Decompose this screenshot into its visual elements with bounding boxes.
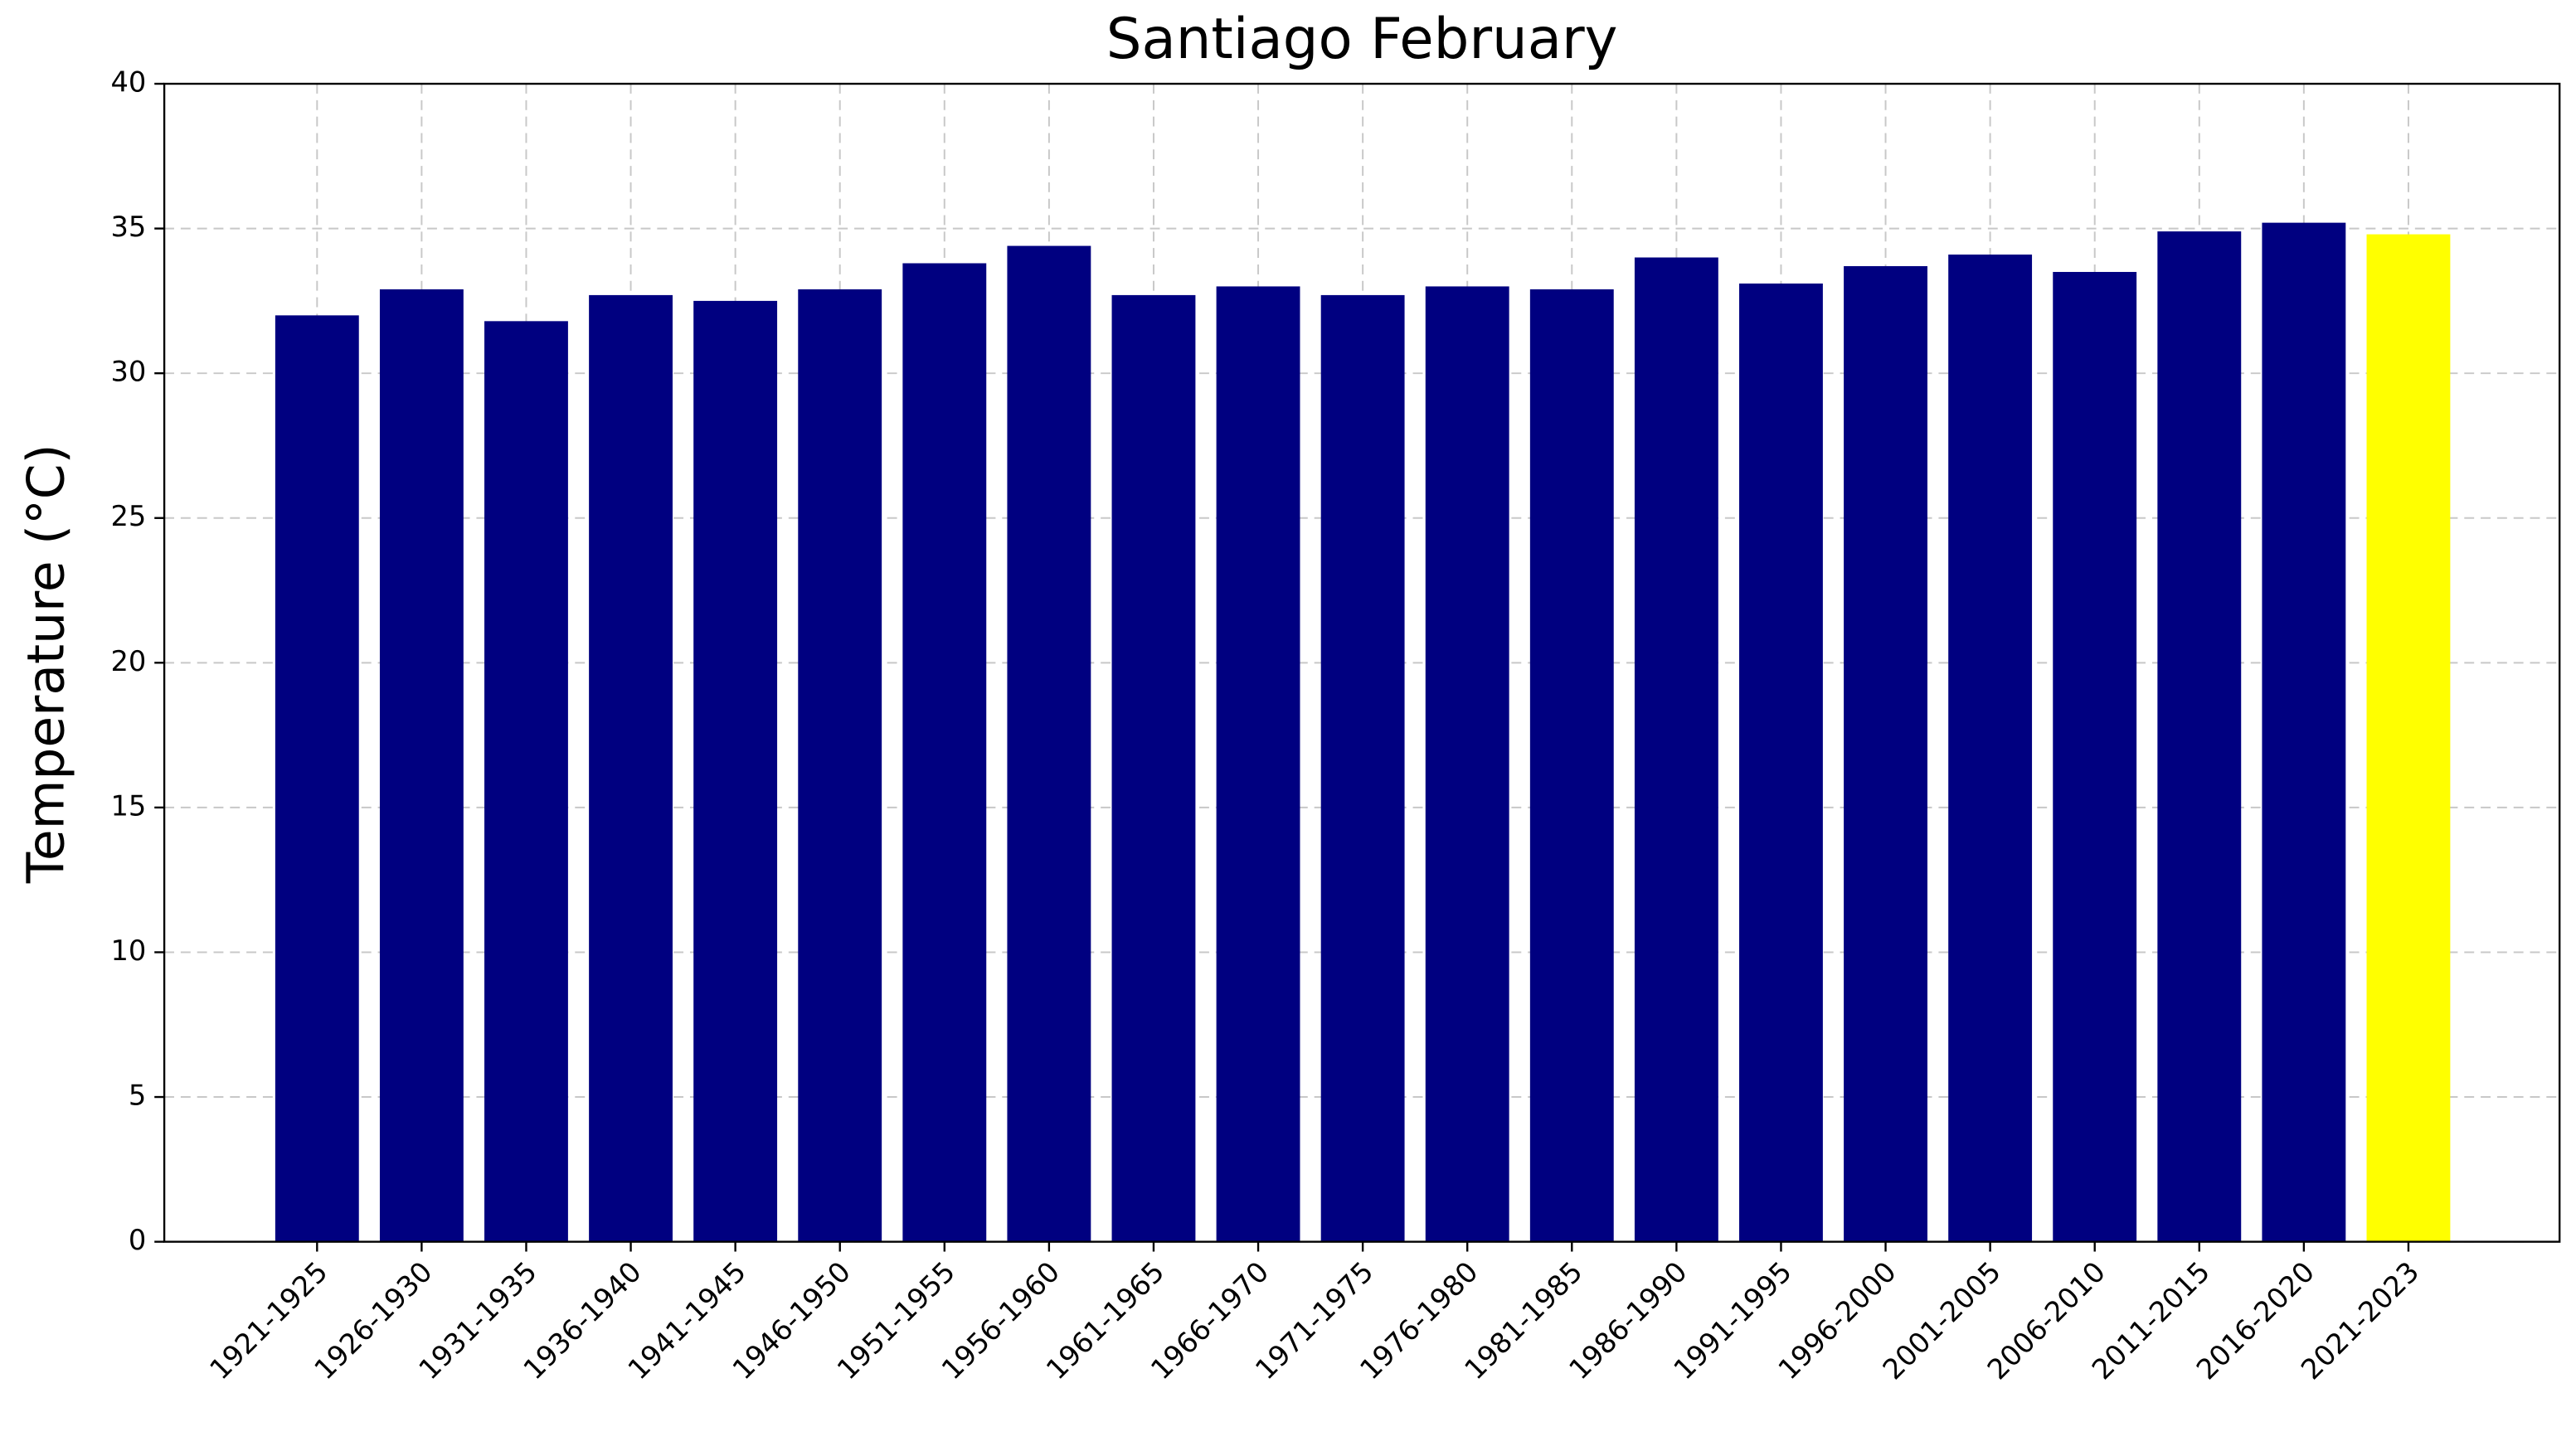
bar — [1529, 289, 1614, 1242]
bar — [1948, 255, 2033, 1242]
bar — [1425, 286, 1509, 1242]
chart-title: Santiago February — [1106, 6, 1618, 71]
bar — [2053, 271, 2137, 1242]
y-tick-label: 5 — [129, 1080, 146, 1112]
y-tick-label: 15 — [110, 789, 146, 822]
plot-frame — [163, 82, 2561, 1243]
bar — [2262, 222, 2346, 1242]
y-axis-label: Temperature (°C) — [17, 444, 76, 884]
bar — [2157, 231, 2242, 1242]
bar — [798, 289, 882, 1242]
bar — [1007, 245, 1091, 1242]
bar — [2366, 234, 2451, 1242]
y-tick-label: 20 — [110, 645, 146, 677]
bar — [589, 294, 673, 1242]
y-tick-label: 40 — [110, 66, 146, 99]
y-tick-label: 0 — [129, 1224, 146, 1256]
bar — [1844, 265, 1927, 1242]
bar — [275, 315, 359, 1242]
y-tick-label: 35 — [110, 211, 146, 243]
bar — [1634, 257, 1718, 1242]
bar — [1739, 283, 1823, 1242]
bar — [484, 321, 568, 1242]
bar — [693, 300, 778, 1242]
bar — [1216, 286, 1300, 1242]
y-tick-label: 10 — [110, 934, 146, 967]
y-tick-label: 25 — [110, 500, 146, 532]
bar — [902, 263, 987, 1242]
bar — [1320, 294, 1405, 1242]
bar — [1111, 294, 1196, 1242]
bar — [379, 289, 464, 1242]
y-tick-label: 30 — [110, 356, 146, 388]
